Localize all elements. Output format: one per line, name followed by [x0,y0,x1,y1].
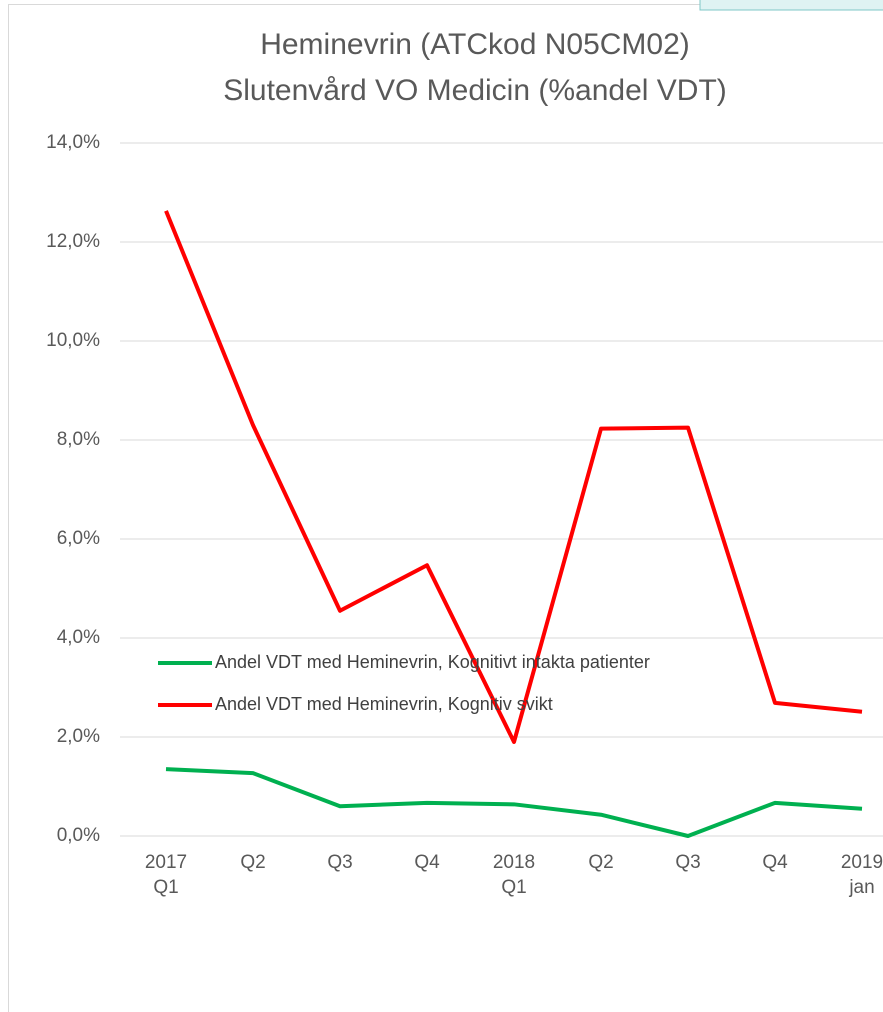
y-tick-label: 4,0% [57,627,100,648]
y-tick-label: 0,0% [57,825,100,846]
series-line [164,210,863,744]
x-tick-label: 2017 Q1 [145,852,187,898]
x-tick-label: Q2 [588,852,613,873]
adjacent-box [699,0,883,11]
legend-label: Andel VDT med Heminevrin, Kognitiv svikt [215,694,553,714]
x-tick-label: Q4 [762,852,788,873]
y-tick-label: 10,0% [46,330,100,351]
series-line [165,767,863,838]
y-tick-label: 12,0% [46,231,100,252]
chart-frame [8,4,883,1012]
x-tick-label: Q3 [675,852,700,873]
chart-title: Heminevrin (ATCkod N05CM02) [260,28,690,61]
y-tick-label: 6,0% [57,528,100,549]
y-tick-label: 8,0% [57,429,100,450]
chart-subtitle: Slutenvård VO Medicin (%andel VDT) [223,74,727,107]
x-tick-label: Q4 [414,852,440,873]
y-tick-label: 14,0% [46,132,100,153]
x-tick-label: Q3 [327,852,352,873]
x-tick-label: 2018 Q1 [493,852,535,898]
legend-label: Andel VDT med Heminevrin, Kognitivt inta… [215,652,650,672]
x-tick-label: Q2 [240,852,265,873]
x-tick-label: 2019 jan [841,852,883,898]
y-tick-label: 2,0% [57,726,100,747]
